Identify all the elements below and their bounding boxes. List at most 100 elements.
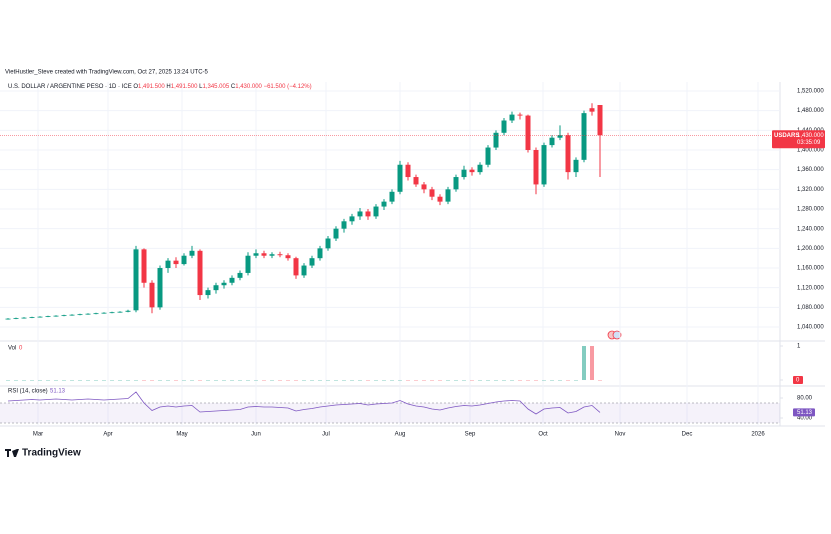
candle-body	[269, 254, 275, 256]
candle-body	[517, 114, 523, 116]
y-tick-label: 1,360.000	[797, 167, 824, 173]
volume-bar	[358, 380, 362, 381]
volume-bar	[54, 380, 58, 381]
volume-bar	[110, 380, 114, 381]
candle-body	[29, 317, 35, 318]
volume-bar	[518, 380, 522, 381]
volume-bar	[46, 380, 50, 381]
plot-frame	[0, 82, 780, 425]
brand-name: TradingView	[22, 448, 81, 459]
candle-body	[533, 150, 539, 185]
candle-body	[101, 312, 107, 314]
volume-bar	[446, 380, 450, 381]
candle-body	[5, 318, 11, 320]
candle-body	[213, 285, 219, 291]
legend-part: C	[231, 84, 236, 90]
volume-bar	[238, 380, 242, 381]
candle-body	[69, 314, 75, 316]
candle-body	[229, 277, 235, 283]
volume-bar	[174, 380, 178, 381]
volume-bar	[30, 380, 34, 381]
x-tick-label: 2026	[751, 432, 765, 438]
volume-bar	[206, 380, 210, 381]
candle-body	[597, 105, 603, 136]
volume-bar	[390, 380, 394, 381]
volume-bar	[158, 380, 162, 381]
volume-bar	[478, 380, 482, 381]
candle-body	[341, 221, 347, 229]
candle-body	[301, 265, 307, 276]
candle-body	[405, 164, 411, 178]
volume-bar	[438, 380, 442, 381]
candle-body	[133, 249, 139, 311]
candle-body	[245, 255, 251, 273]
x-tick-label: Sep	[465, 432, 476, 438]
volume-bar	[430, 380, 434, 381]
volume-bar	[558, 380, 562, 381]
volume-bar	[470, 380, 474, 381]
volume-bar	[318, 380, 322, 381]
x-tick-label: Dec	[682, 432, 693, 438]
y-tick-label: 1,520.000	[797, 89, 824, 95]
x-tick-label: May	[176, 432, 187, 438]
legend-part: 1,430.000	[235, 84, 262, 90]
candle-body	[109, 312, 115, 314]
volume-bar	[534, 380, 538, 381]
volume-bar	[382, 380, 386, 381]
x-tick-label: Nov	[615, 432, 626, 438]
candle-body	[477, 164, 483, 173]
candle-body	[389, 191, 395, 202]
volume-bar	[414, 380, 418, 381]
volume-bar	[366, 380, 370, 381]
volume-bar	[526, 380, 530, 381]
volume-bar	[182, 380, 186, 381]
attribution: VietHustler_Steve created with TradingVi…	[5, 70, 209, 76]
rsi-tick-label: 40.00	[797, 416, 813, 422]
y-tick-label: 1,240.000	[797, 226, 824, 232]
volume-bar	[14, 380, 18, 381]
candle-body	[85, 313, 91, 315]
candle-body	[461, 169, 467, 178]
candle-body	[117, 311, 123, 313]
volume-bar	[102, 380, 106, 381]
volume-bar	[454, 380, 458, 381]
rsi-legend-value: 51.13	[50, 389, 66, 395]
volume-bar	[38, 380, 42, 381]
y-tick-label: 1,120.000	[797, 285, 824, 291]
candle-body	[261, 253, 267, 256]
candle-body	[13, 318, 19, 319]
candle-body	[37, 316, 43, 318]
candle-body	[525, 115, 531, 151]
volume-bar	[278, 380, 282, 381]
volume-tick-label: 1	[797, 344, 801, 350]
rsi-band	[0, 403, 780, 423]
volume-bar	[502, 380, 506, 381]
volume-bar	[598, 380, 602, 381]
price-tag-symbol: USDARS	[774, 133, 799, 139]
candle-body	[21, 317, 27, 319]
candle-body	[541, 145, 547, 185]
candle-body	[485, 147, 491, 165]
candle-body	[453, 177, 459, 190]
candle-body	[173, 260, 179, 265]
volume-bar	[118, 380, 122, 381]
volume-bar	[398, 380, 402, 381]
volume-bar	[62, 380, 66, 381]
volume-bar	[334, 380, 338, 381]
volume-bar	[350, 380, 354, 381]
candle-body	[565, 135, 571, 173]
rsi-line	[7, 391, 601, 415]
x-tick-label: Mar	[33, 432, 43, 438]
volume-bar	[134, 380, 138, 381]
candle-body	[293, 258, 299, 276]
volume-last: 0	[19, 346, 23, 352]
candle-body	[509, 114, 515, 121]
volume-bar	[230, 380, 234, 381]
x-tick-label: Aug	[395, 432, 406, 438]
candle-body	[429, 189, 435, 197]
volume-bar	[294, 380, 298, 381]
candle-body	[357, 211, 363, 217]
x-tick-label: Apr	[103, 432, 112, 438]
volume-bar	[574, 380, 578, 381]
